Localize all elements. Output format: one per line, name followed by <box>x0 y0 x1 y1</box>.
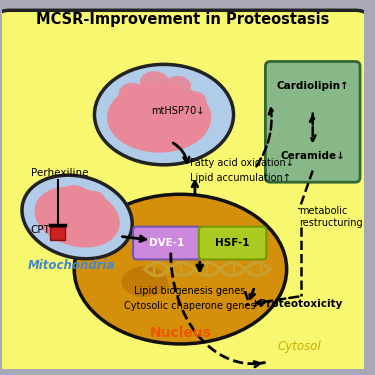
Text: Cytosol: Cytosol <box>278 340 321 353</box>
Ellipse shape <box>123 111 148 130</box>
Ellipse shape <box>183 92 207 111</box>
Text: Lipid biogenesis genes: Lipid biogenesis genes <box>134 286 246 296</box>
Ellipse shape <box>87 218 109 235</box>
Ellipse shape <box>22 175 132 259</box>
Ellipse shape <box>122 266 168 297</box>
Text: Nucleus: Nucleus <box>149 326 211 340</box>
Ellipse shape <box>94 64 234 165</box>
Ellipse shape <box>43 214 67 233</box>
Text: Perhexiline: Perhexiline <box>31 168 88 177</box>
Ellipse shape <box>82 191 105 208</box>
Ellipse shape <box>145 119 172 141</box>
Text: MCSR-Improvement in Proteostasis: MCSR-Improvement in Proteostasis <box>36 12 329 27</box>
Ellipse shape <box>64 221 90 240</box>
FancyBboxPatch shape <box>199 226 266 260</box>
FancyBboxPatch shape <box>133 226 201 260</box>
FancyBboxPatch shape <box>0 10 373 375</box>
Text: HSF-1: HSF-1 <box>215 238 250 248</box>
Text: Lipid accumulation↑: Lipid accumulation↑ <box>190 173 291 183</box>
Bar <box>50 226 66 240</box>
Ellipse shape <box>61 185 88 204</box>
Ellipse shape <box>107 82 211 153</box>
Ellipse shape <box>164 76 191 95</box>
Text: Mitochondria: Mitochondria <box>28 259 115 272</box>
Text: Cytosolic chaperone genes: Cytosolic chaperone genes <box>124 301 256 311</box>
Ellipse shape <box>95 206 117 222</box>
Text: ↓Proteotoxicity: ↓Proteotoxicity <box>251 299 343 309</box>
Ellipse shape <box>168 115 192 134</box>
Ellipse shape <box>34 186 120 248</box>
Text: Fatty acid oxidation↓: Fatty acid oxidation↓ <box>190 158 294 168</box>
Text: Ceramide↓: Ceramide↓ <box>280 151 345 161</box>
Ellipse shape <box>74 194 286 344</box>
Ellipse shape <box>118 83 146 104</box>
Text: DVE-1: DVE-1 <box>149 238 184 248</box>
FancyBboxPatch shape <box>266 62 360 182</box>
Text: mtHSP70↓: mtHSP70↓ <box>151 106 204 116</box>
Ellipse shape <box>42 192 68 211</box>
Text: Cardiolipin↑: Cardiolipin↑ <box>276 81 349 91</box>
Ellipse shape <box>140 71 169 92</box>
Ellipse shape <box>189 106 210 123</box>
Text: CPT: CPT <box>31 225 51 236</box>
Text: metabolic
restructuring: metabolic restructuring <box>299 206 363 228</box>
